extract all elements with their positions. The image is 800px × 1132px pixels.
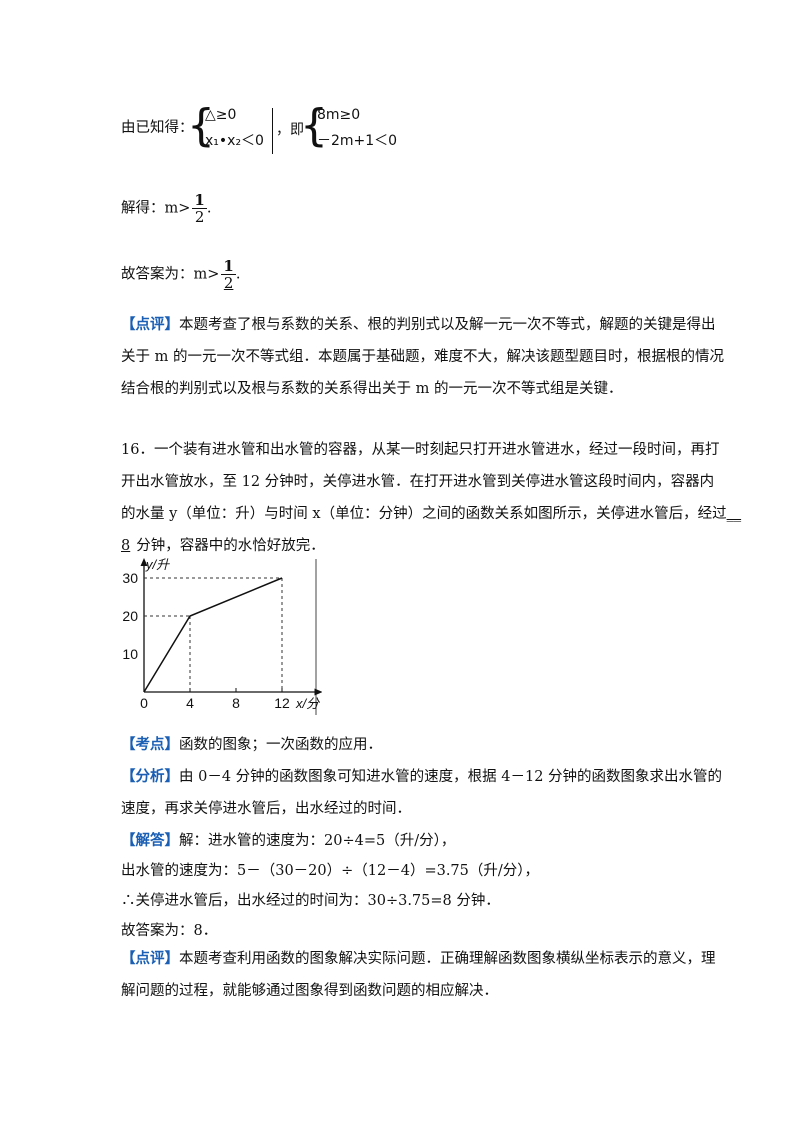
system1-row2: x₁•x₂＜0 (205, 133, 264, 149)
x-tick-4: 4 (186, 695, 194, 711)
system1-bar (272, 108, 273, 154)
y-axis-label: y/升 (145, 557, 170, 572)
solve-end: . (206, 200, 212, 217)
y-tick-30: 30 (122, 570, 138, 586)
fenxi-tag: 【分析】 (121, 768, 179, 785)
x-axis-arrow (314, 688, 322, 696)
system2-row1: 8m≥0 (317, 107, 361, 123)
series-line (143, 577, 283, 693)
comment15-line3: 结合根的判别式以及根与系数的关系得出关于 m 的一元一次不等式组是关键． (121, 381, 623, 397)
problem16-line4: 8 分钟，容器中的水恰好放完． (121, 536, 325, 556)
fenxi-line1: 【分析】由 0－4 分钟的函数图象可知进水管的速度，根据 4－12 分钟的函数图… (121, 767, 722, 787)
solve-frac-den: 2 (194, 208, 205, 226)
system1-row1: △≥0 (205, 107, 237, 123)
y-axis-arrow (140, 558, 148, 566)
problem16-line1: 16．一个装有进水管和出水管的容器，从某一时刻起只打开进水管进水，经过一段时间，… (121, 442, 720, 458)
answer15-end: . (235, 266, 241, 283)
solve-prefix: 解得：m> (121, 200, 191, 217)
problem16-line2: 开出水管放水，至 12 分钟时，关停进水管．在打开进水管到关停进水管这段时间内，… (121, 474, 715, 490)
kaodian-text: 函数的图象；一次函数的应用． (179, 737, 382, 753)
dianping-line2: 解问题的过程，就能够通过图象得到函数问题的相应解决． (121, 983, 498, 999)
problem16-line3: 的水量 y（单位：升）与时间 x（单位：分钟）之间的函数关系如图所示，关停进水管… (121, 504, 741, 524)
function-graph: 0 4 8 12 10 20 30 y/升 x/分 (122, 557, 322, 715)
answer15-prefix: 故答案为：m> (121, 266, 220, 283)
solve-line: 解得：m> 1 2. (121, 192, 211, 225)
y-tick-10: 10 (122, 646, 138, 662)
solve-frac-num: 1 (192, 191, 207, 209)
x-tick-0: 0 (140, 695, 148, 711)
known-label: 由已知得： (121, 120, 194, 136)
fenxi-line2: 速度，再求关停进水管后，出水经过的时间． (121, 801, 411, 817)
problem16-line3-text: 的水量 y（单位：升）与时间 x（单位：分钟）之间的函数关系如图所示，关停进水管… (121, 506, 727, 522)
x-tick-12: 12 (274, 695, 290, 711)
fenxi-text1: 由 0－4 分钟的函数图象可知进水管的速度，根据 4－12 分钟的函数图象求出水… (179, 769, 723, 785)
comment15-text1: 本题考查了根与系数的关系、根的判别式以及解一元一次不等式，解题的关键是得出 (179, 317, 716, 333)
dianping-text1: 本题考查利用函数的图象解决实际问题．正确理解函数图象横纵坐标表示的意义，理 (179, 951, 716, 967)
answer-blank-value: 8 (121, 538, 131, 554)
answer15-line: 故答案为：m> 1 2. (121, 258, 240, 291)
answer-blank-start: __ (726, 506, 742, 522)
comment15-tag: 【点评】 (121, 316, 179, 333)
comment15-line2: 关于 m 的一元一次不等式组．本题属于基础题，难度不大，解决该题型题目时，根据根… (121, 349, 724, 365)
dianping-tag: 【点评】 (121, 950, 179, 967)
jieda-tag: 【解答】 (121, 832, 179, 849)
y-tick-20: 20 (122, 608, 138, 624)
comment15-line1: 【点评】本题考查了根与系数的关系、根的判别式以及解一元一次不等式，解题的关键是得… (121, 315, 716, 335)
jieda-line3: ∴关停进水管后，出水经过的时间为：30÷3.75=8 分钟． (121, 893, 500, 909)
answer15-frac-den: 2 (223, 274, 234, 292)
jieda-text1: 解：进水管的速度为：20÷4=5（升/分）， (179, 833, 456, 849)
answer16-line: 故答案为：8． (121, 923, 218, 939)
system-separator: ，即 (276, 122, 304, 138)
jieda-line2: 出水管的速度为：5－（30－20）÷（12－4）=3.75（升/分）， (121, 863, 540, 879)
jieda-line1: 【解答】解：进水管的速度为：20÷4=5（升/分）， (121, 831, 455, 851)
answer15-frac-num: 1 (221, 257, 236, 275)
system2-brace: { (300, 100, 328, 151)
kaodian-line: 【考点】函数的图象；一次函数的应用． (121, 735, 382, 755)
problem16-line4-text: 分钟，容器中的水恰好放完． (136, 538, 325, 554)
system2-row2: －2m+1＜0 (317, 133, 398, 149)
system1-brace: { (187, 100, 215, 151)
dianping-line1: 【点评】本题考查利用函数的图象解决实际问题．正确理解函数图象横纵坐标表示的意义，… (121, 949, 716, 969)
x-tick-8: 8 (232, 695, 240, 711)
x-axis-label: x/分 (295, 696, 320, 711)
kaodian-tag: 【考点】 (121, 736, 179, 753)
